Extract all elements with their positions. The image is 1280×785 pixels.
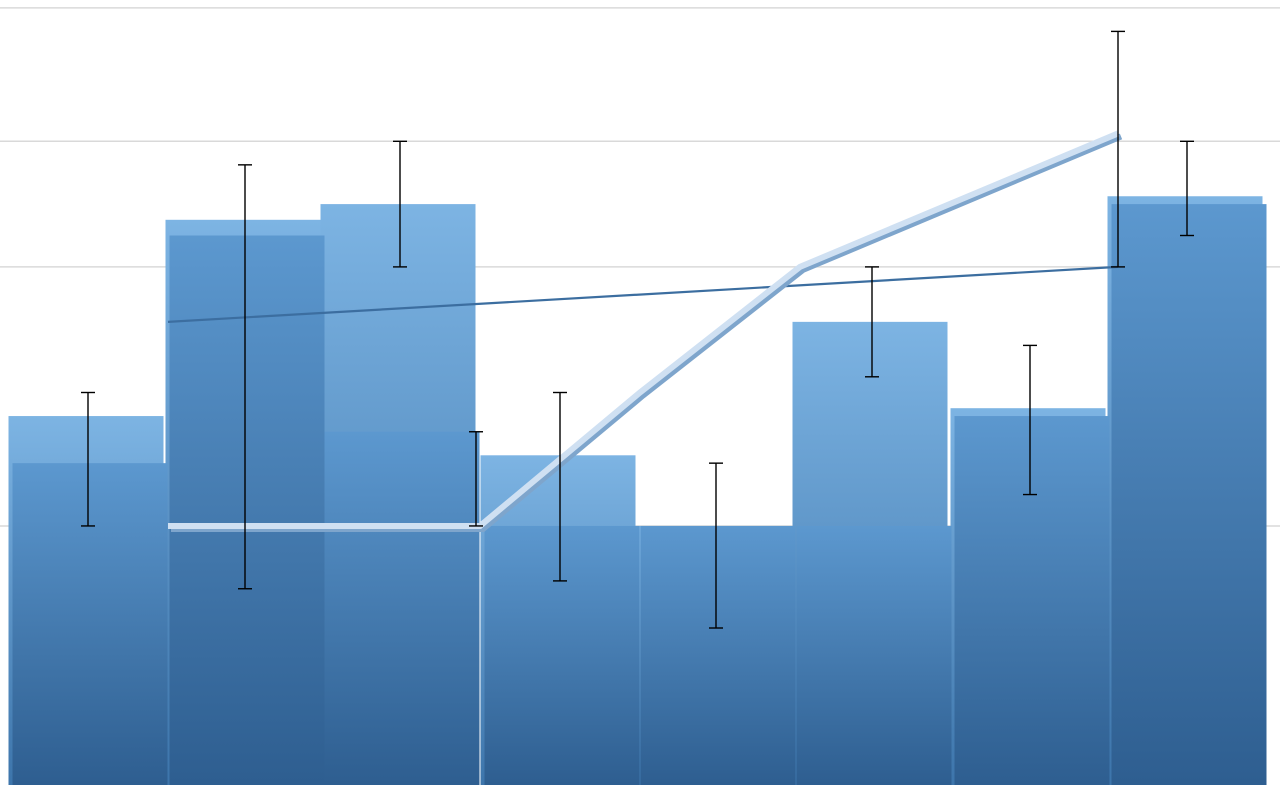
bar-front [797, 526, 952, 785]
combo-chart [0, 0, 1280, 785]
bar-front [325, 432, 480, 785]
bar-front [13, 463, 168, 785]
bar-front [1112, 204, 1267, 785]
bar-front [641, 526, 796, 785]
bar-front [955, 416, 1110, 785]
bar-front [485, 526, 640, 785]
